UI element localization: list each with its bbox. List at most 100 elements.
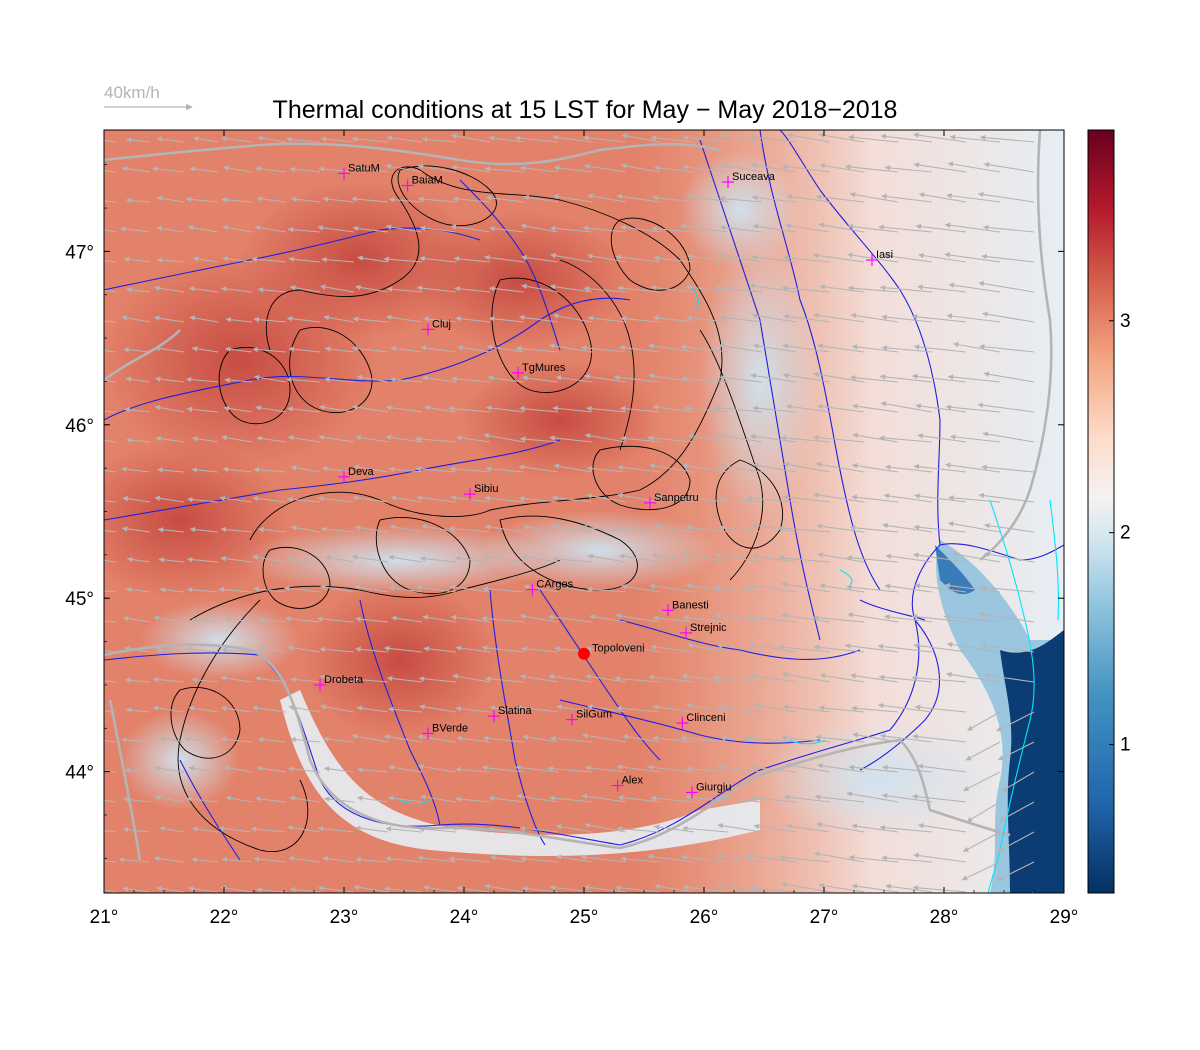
- wind-vector: [913, 463, 967, 473]
- wind-vector: [318, 166, 355, 173]
- city-label: Suceava: [732, 171, 776, 183]
- wind-vector: [681, 854, 729, 863]
- wind-vector: [682, 164, 729, 173]
- wind-vector: [104, 500, 117, 503]
- coastline-lakes: [399, 284, 1059, 893]
- wind-vector: [749, 642, 797, 653]
- wind-vector: [154, 285, 185, 293]
- wind-vector: [487, 826, 525, 833]
- wind-vector: [778, 644, 831, 653]
- wind-vector: [322, 736, 355, 743]
- wind-vector: [581, 524, 627, 533]
- wind-vector: [157, 527, 185, 533]
- wind-vector: [620, 435, 661, 443]
- wind-vector: [257, 287, 287, 293]
- wind-vector: [218, 825, 253, 833]
- wind-vector: [104, 710, 117, 713]
- wind-vector: [583, 286, 627, 293]
- wind-vector: [389, 585, 423, 593]
- wind-vector: [320, 136, 355, 143]
- wind-vector: [881, 193, 933, 203]
- wind-vector: [682, 552, 729, 563]
- wind-vector: [915, 223, 967, 233]
- wind-vector: [984, 672, 1035, 683]
- wind-vector: [104, 649, 117, 653]
- wind-vector: [551, 495, 593, 503]
- wind-vector: [255, 675, 287, 683]
- wind-vector: [982, 224, 1035, 233]
- wind-vector: [687, 253, 729, 263]
- colorbar-gradient: [1087, 129, 1115, 894]
- wind-vector: [883, 253, 933, 263]
- wind-vector: [550, 523, 593, 533]
- wind-vector: [715, 552, 763, 563]
- wind-vector: [815, 461, 865, 473]
- wind-vector: [682, 134, 729, 143]
- colorbar-tick-label: 2: [1120, 523, 1131, 544]
- wind-vector: [947, 521, 1001, 533]
- wind-vector: [753, 703, 797, 713]
- wind-vector: [323, 796, 355, 803]
- wind-vector: [851, 883, 899, 893]
- wind-vector: [616, 705, 661, 713]
- wind-vector: [155, 647, 185, 653]
- wind-vectors: [104, 132, 1035, 893]
- wind-vector: [652, 615, 695, 623]
- wind-vector: [650, 644, 695, 653]
- wind-vector: [881, 314, 933, 323]
- wind-vector: [949, 434, 1001, 443]
- wind-vector: [221, 197, 253, 203]
- wind-vector: [812, 252, 865, 263]
- wind-vector: [316, 616, 355, 623]
- wind-vector: [750, 373, 797, 383]
- wind-vector: [751, 194, 797, 203]
- wind-vector: [289, 795, 321, 803]
- wind-vector: [251, 256, 287, 263]
- wind-vector: [423, 646, 457, 653]
- wind-vector: [816, 822, 865, 833]
- wind-vector: [450, 133, 491, 143]
- wind-vector: [847, 223, 899, 233]
- wind-vector: [484, 166, 525, 173]
- wind-vector: [648, 674, 695, 683]
- wind-vector: [777, 555, 831, 563]
- wind-vector: [947, 161, 1001, 173]
- wind-vector: [849, 525, 899, 533]
- wind-vector: [156, 195, 185, 203]
- wind-vector: [978, 191, 1035, 203]
- wind-vector: [877, 643, 933, 653]
- wind-vector: [191, 467, 219, 473]
- wind-vector: [914, 704, 967, 713]
- wind-vector: [422, 375, 457, 383]
- wind-vector: [750, 765, 797, 773]
- wind-vector: [917, 433, 967, 443]
- wind-vector: [883, 493, 933, 503]
- wind-vector: [104, 830, 117, 833]
- wind-vector: [780, 435, 831, 443]
- wind-vector: [104, 139, 117, 143]
- wind-vector: [455, 766, 491, 773]
- wind-vector: [287, 406, 321, 413]
- wind-vector: [943, 614, 1001, 623]
- wind-vector: [620, 856, 661, 863]
- wind-vector: [750, 134, 797, 143]
- wind-vector: [154, 495, 185, 503]
- wind-vector: [481, 765, 525, 773]
- wind-vector: [621, 643, 661, 653]
- wind-vector: [715, 285, 763, 293]
- wind-vector: [816, 403, 865, 413]
- wind-vector: [813, 492, 865, 503]
- wind-vector: [221, 136, 253, 143]
- wind-vector: [104, 469, 117, 473]
- wind-vector: [257, 617, 287, 623]
- city-label: Iasi: [876, 249, 893, 261]
- wind-vector: [323, 766, 355, 773]
- wind-vector: [421, 136, 457, 143]
- wind-vector: [518, 314, 559, 323]
- wind-vector: [222, 256, 253, 263]
- wind-vector: [847, 285, 899, 293]
- wind-vector: [978, 492, 1035, 503]
- city-label: Deva: [348, 466, 375, 478]
- wind-vector: [122, 886, 151, 893]
- wind-vector: [288, 855, 321, 863]
